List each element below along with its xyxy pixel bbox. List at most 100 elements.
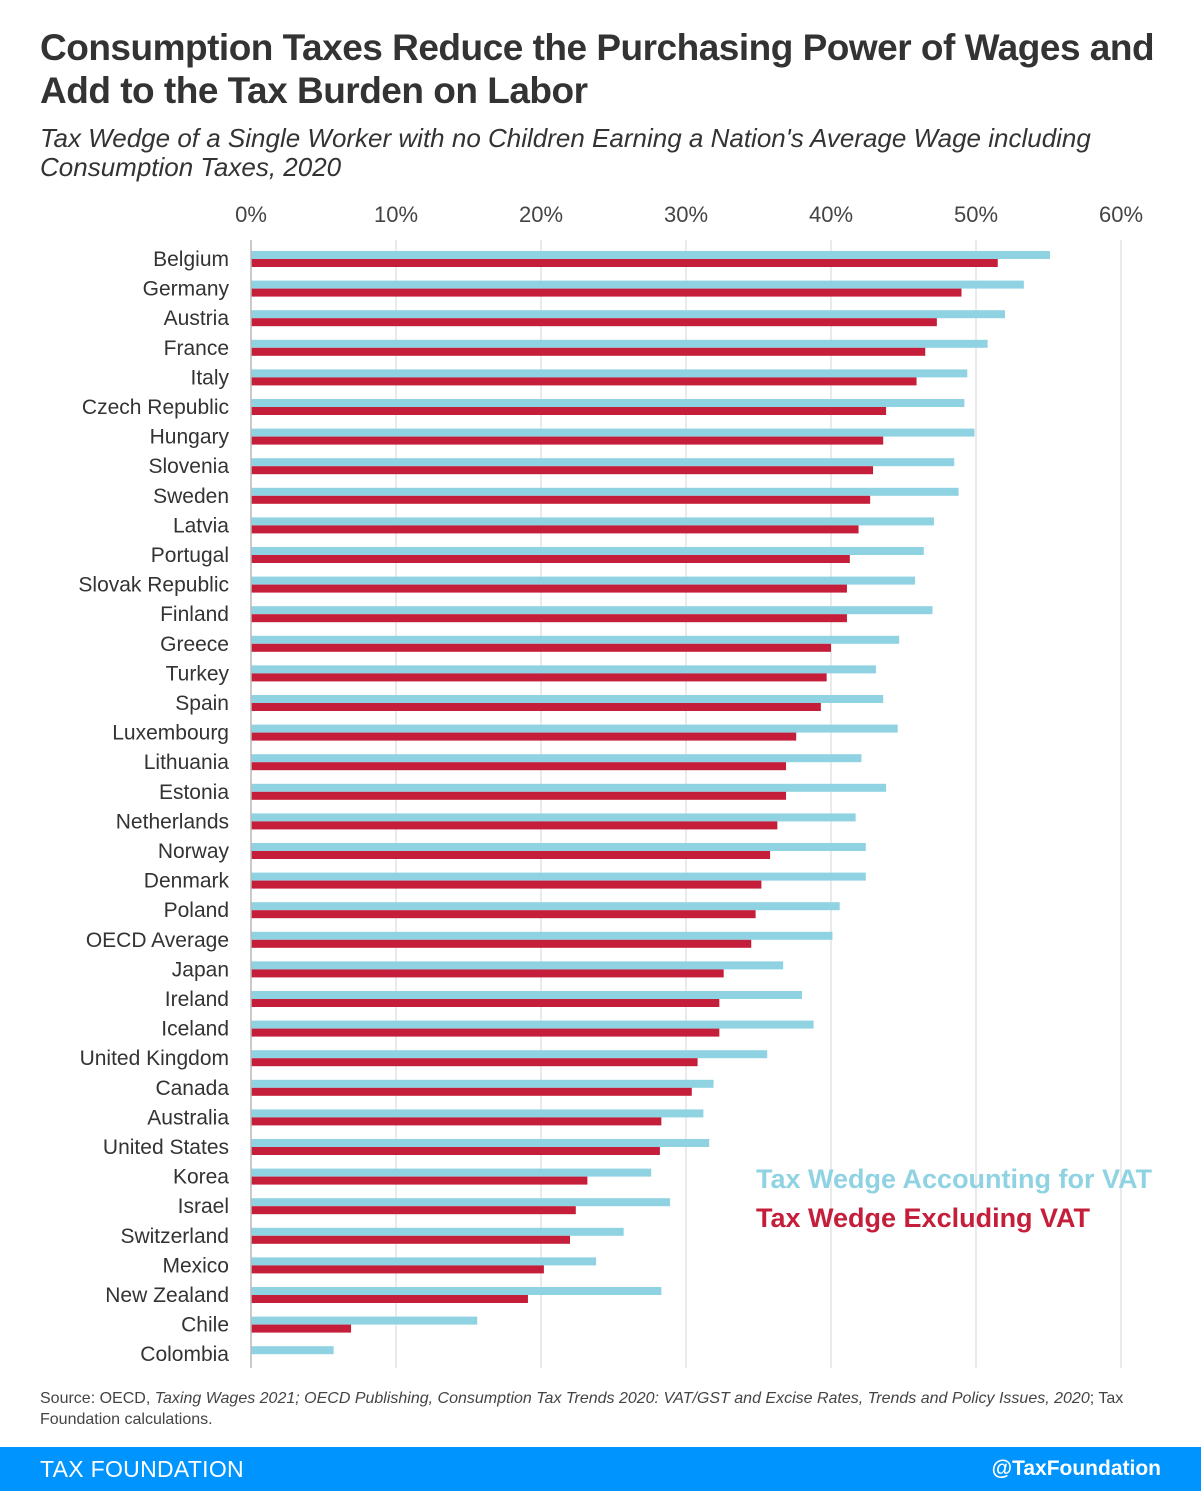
category-label: Germany	[143, 278, 230, 301]
bar-vat	[251, 369, 968, 378]
bar-vat	[251, 1257, 597, 1266]
category-label: Belgium	[153, 248, 229, 271]
bar-vat	[251, 754, 862, 763]
category-label: Israel	[178, 1195, 229, 1218]
bar-vat	[251, 902, 840, 911]
category-label: Switzerland	[120, 1225, 229, 1248]
source-note: Source: OECD, Taxing Wages 2021; OECD Pu…	[40, 1389, 1160, 1431]
bar-vat	[251, 576, 916, 585]
bar-excl-vat	[251, 525, 859, 534]
x-tick-label: 40%	[809, 202, 853, 227]
bar-vat	[251, 665, 876, 674]
category-label: Finland	[160, 603, 229, 626]
bar-vat	[251, 428, 975, 437]
bar-vat	[251, 783, 887, 792]
category-label: Denmark	[144, 870, 230, 893]
category-label: Slovenia	[148, 455, 229, 478]
bar-excl-vat	[251, 1028, 720, 1037]
bar-excl-vat	[251, 1058, 698, 1067]
bar-excl-vat	[251, 1176, 588, 1185]
category-label: Japan	[172, 958, 229, 981]
bar-vat	[251, 1316, 478, 1325]
bar-vat	[251, 399, 965, 407]
bar-vat	[251, 872, 866, 881]
bar-vat	[251, 1168, 652, 1177]
bar-vat	[251, 843, 866, 851]
category-label: Slovak Republic	[78, 574, 229, 597]
bar-excl-vat	[251, 584, 847, 593]
category-label: Netherlands	[116, 810, 229, 833]
footer-handle[interactable]: @TaxFoundation	[991, 1457, 1161, 1480]
bar-excl-vat	[251, 999, 720, 1007]
bar-vat	[251, 251, 1050, 259]
footer-bar: TAX FOUNDATION @TaxFoundation	[0, 1447, 1201, 1491]
bar-excl-vat	[251, 791, 787, 800]
category-label: Canada	[155, 1077, 229, 1100]
bar-vat	[251, 1139, 710, 1147]
bar-vat	[251, 991, 802, 999]
category-label: Czech Republic	[82, 396, 229, 419]
bar-excl-vat	[251, 673, 827, 682]
category-label: Korea	[173, 1166, 229, 1189]
x-tick-label: 10%	[374, 202, 418, 227]
category-label: Norway	[158, 840, 230, 863]
legend-excl-vat: Tax Wedge Excluding VAT	[756, 1203, 1091, 1233]
bar-excl-vat	[251, 407, 887, 415]
bar-excl-vat	[251, 1295, 528, 1303]
bar-excl-vat	[251, 703, 821, 711]
bar-excl-vat	[251, 1147, 660, 1155]
category-label: United States	[103, 1136, 229, 1159]
bar-excl-vat	[251, 880, 762, 889]
bar-vat	[251, 1227, 624, 1236]
source-italic: Taxing Wages 2021; OECD Publishing, Cons…	[154, 1390, 1090, 1407]
bar-chart: 0% 10% 20% 30% 40% 50% 60% Belgium Germany Austri…	[78, 202, 1153, 1368]
bar-vat	[251, 1346, 334, 1355]
bar-excl-vat	[251, 1265, 544, 1274]
bar-vat	[251, 813, 856, 822]
bar-excl-vat	[251, 851, 771, 859]
category-label: OECD Average	[86, 929, 229, 952]
category-label: Spain	[175, 692, 229, 715]
bar-excl-vat	[251, 377, 917, 386]
bar-excl-vat	[251, 1235, 570, 1244]
source-suffix: ; Tax Foundation calculations.	[40, 1390, 1124, 1428]
legend-vat: Tax Wedge Accounting for VAT	[756, 1164, 1153, 1194]
category-label: Lithuania	[144, 751, 230, 774]
bar-vat	[251, 1079, 714, 1088]
bar-excl-vat	[251, 1324, 352, 1333]
category-label: Estonia	[159, 781, 229, 804]
bar-excl-vat	[251, 347, 926, 356]
category-label: Italy	[190, 366, 229, 389]
bar-excl-vat	[251, 1087, 692, 1096]
bar-excl-vat	[251, 259, 998, 267]
bar-excl-vat	[251, 1117, 662, 1126]
x-tick-label: 30%	[664, 202, 708, 227]
bar-vat	[251, 724, 898, 733]
bar-vat	[251, 339, 988, 348]
bar-excl-vat	[251, 555, 850, 563]
x-tick-label: 60%	[1099, 202, 1143, 227]
bar-vat	[251, 606, 933, 615]
category-label: Austria	[164, 307, 230, 330]
category-label: Colombia	[140, 1343, 229, 1366]
footer-brand: TAX FOUNDATION	[40, 1456, 244, 1482]
category-label: France	[164, 337, 229, 360]
bar-excl-vat	[251, 821, 778, 830]
bar-excl-vat	[251, 495, 871, 504]
category-label: New Zealand	[105, 1284, 229, 1307]
category-label: Chile	[181, 1314, 229, 1337]
bar-vat	[251, 1287, 662, 1295]
chart-subtitle: Tax Wedge of a Single Worker with no Chi…	[40, 123, 1091, 183]
bar-vat	[251, 487, 959, 496]
category-label: Poland	[164, 899, 229, 922]
category-label: United Kingdom	[80, 1047, 229, 1070]
bar-vat	[251, 1198, 671, 1207]
category-label: Portugal	[151, 544, 229, 567]
bar-vat	[251, 695, 884, 703]
bar-excl-vat	[251, 732, 797, 741]
bar-vat	[251, 310, 1005, 319]
category-label: Mexico	[162, 1254, 229, 1277]
category-label: Ireland	[165, 988, 229, 1011]
category-label: Australia	[147, 1106, 229, 1129]
bar-vat	[251, 1109, 704, 1118]
